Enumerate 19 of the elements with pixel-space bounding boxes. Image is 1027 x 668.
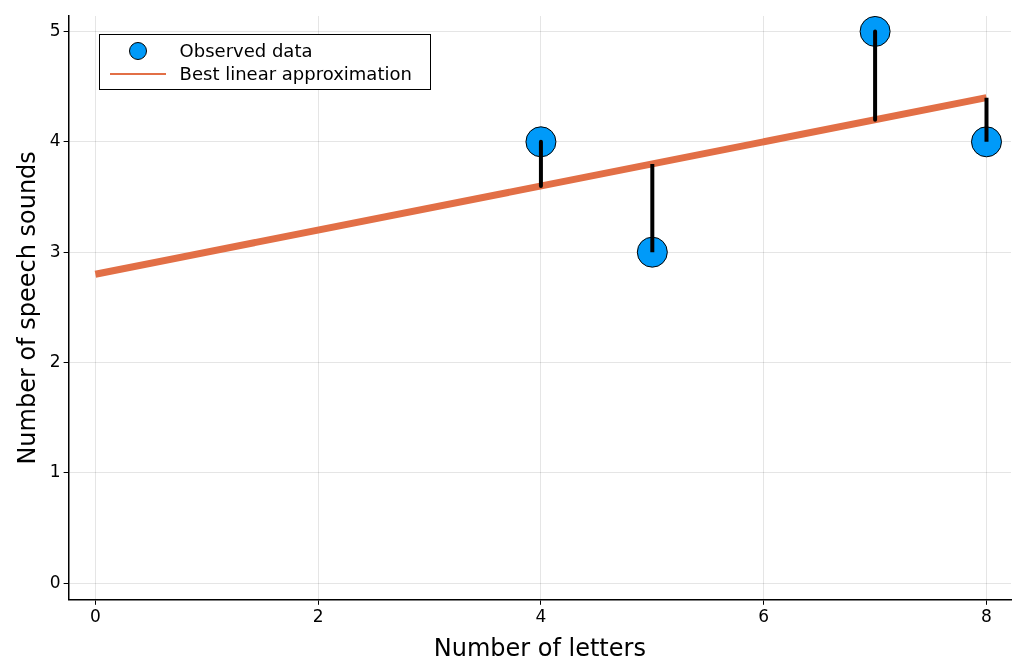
y-tick-label: 5 <box>49 19 61 40</box>
point <box>970 126 1002 158</box>
y-tick-label: 1 <box>49 461 61 482</box>
x-tick-label: 0 <box>89 606 101 627</box>
y-tick-label: 2 <box>49 350 61 371</box>
point <box>525 126 557 158</box>
legend-label: Best linear approximation <box>179 62 412 85</box>
x-tick-label: 8 <box>981 606 992 627</box>
x-tick-label: 2 <box>312 606 324 627</box>
y-tick-label: 0 <box>49 571 61 592</box>
x-tick-label: 6 <box>758 606 770 627</box>
point <box>636 236 668 268</box>
y-axis-title: Number of speech sounds <box>12 151 41 465</box>
x-axis-title: Number of letters <box>433 633 646 662</box>
x-tick-label: 4 <box>535 606 547 627</box>
legend-label: Observed data <box>179 39 313 62</box>
point <box>859 16 891 47</box>
y-tick-label: 4 <box>49 130 61 151</box>
y-tick-label: 3 <box>49 240 61 261</box>
